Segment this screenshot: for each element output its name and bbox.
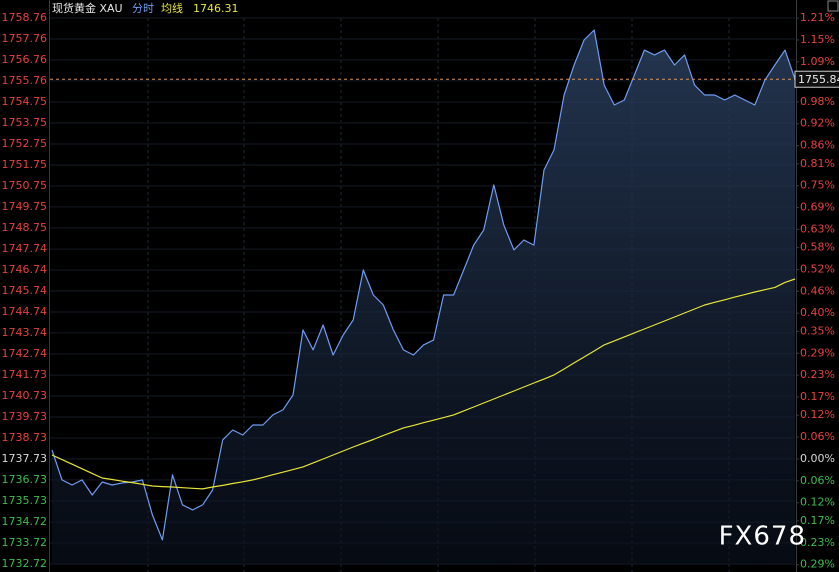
average-value: 1746.31 (193, 2, 239, 15)
y2-tick-label: 0.46% (800, 284, 835, 297)
y-tick-label: 1752.75 (2, 137, 48, 150)
y2-tick-label: 0.75% (800, 179, 835, 192)
y-tick-label: 1733.72 (2, 536, 48, 549)
y2-tick-label: 0.35% (800, 324, 835, 337)
y-tick-label: 1750.75 (2, 179, 48, 192)
y-tick-label: 1738.73 (2, 431, 48, 444)
y2-tick-label: 1.15% (800, 33, 835, 46)
y-tick-label: 1749.75 (2, 200, 48, 213)
y-tick-label: 1751.75 (2, 158, 48, 171)
y-tick-label: 1740.73 (2, 389, 48, 402)
chart-title: 现货黄金 XAU (52, 1, 123, 15)
y2-tick-label: 0.92% (800, 117, 835, 130)
y2-tick-label: 0.06% (800, 474, 835, 487)
legend-entry: 分时 (132, 2, 154, 15)
y-tick-label: 1746.74 (2, 263, 48, 276)
y2-tick-label: 0.17% (800, 390, 835, 403)
y-tick-label: 1743.74 (2, 326, 48, 339)
y2-tick-label: 0.12% (800, 496, 835, 509)
y-tick-label: 1736.73 (2, 473, 48, 486)
y2-tick-label: 0.98% (800, 95, 835, 108)
y2-tick-label: 0.23% (800, 368, 835, 381)
y2-tick-label: 0.23% (800, 536, 835, 549)
y2-tick-label: 0.00% (800, 452, 835, 465)
y-tick-label: 1754.75 (2, 95, 48, 108)
y2-tick-label: 0.58% (800, 241, 835, 254)
watermark: FX678 (719, 522, 806, 552)
y2-tick-label: 0.63% (800, 222, 835, 235)
y2-tick-label: 1.09% (800, 55, 835, 68)
y2-tick-label: 0.29% (800, 558, 835, 571)
price-area (52, 30, 795, 564)
y-tick-label: 1753.75 (2, 116, 48, 129)
y2-tick-label: 0.81% (800, 157, 835, 170)
price-line (51, 29, 796, 541)
y-tick-label: 1756.76 (2, 53, 48, 66)
current-price-box (794, 70, 839, 88)
legend-entry: 均线 (161, 1, 183, 15)
y-tick-label: 1737.73 (2, 452, 48, 465)
y2-tick-label: 0.52% (800, 262, 835, 275)
y-tick-label: 1757.76 (2, 32, 48, 45)
y-tick-label: 1741.73 (2, 368, 48, 381)
y2-tick-label: 0.12% (800, 408, 835, 421)
y-tick-label: 1748.75 (2, 221, 48, 234)
y-tick-label: 1742.74 (2, 347, 48, 360)
y2-tick-label: 0.40% (800, 306, 835, 319)
y2-tick-label: 0.06% (800, 430, 835, 443)
y-tick-label: 1758.76 (2, 11, 48, 24)
y-tick-label: 1755.76 (2, 74, 48, 87)
y2-tick-label: 0.69% (800, 201, 835, 214)
y-tick-label: 1732.72 (2, 557, 48, 570)
y2-tick-label: 1.21% (800, 11, 835, 24)
y-tick-label: 1739.73 (2, 410, 48, 423)
y2-tick-label: 0.29% (800, 346, 835, 359)
y-tick-label: 1734.72 (2, 515, 48, 528)
y-tick-label: 1735.73 (2, 494, 48, 507)
y-tick-label: 1745.74 (2, 284, 48, 297)
average-line (51, 278, 796, 490)
y2-tick-label: 0.86% (800, 139, 835, 152)
y-tick-label: 1747.74 (2, 242, 48, 255)
corner-icon[interactable] (827, 0, 839, 12)
y2-tick-label: 0.17% (800, 514, 835, 527)
current-price-label: 1755.84 (798, 73, 839, 86)
y-tick-label: 1744.74 (2, 305, 48, 318)
